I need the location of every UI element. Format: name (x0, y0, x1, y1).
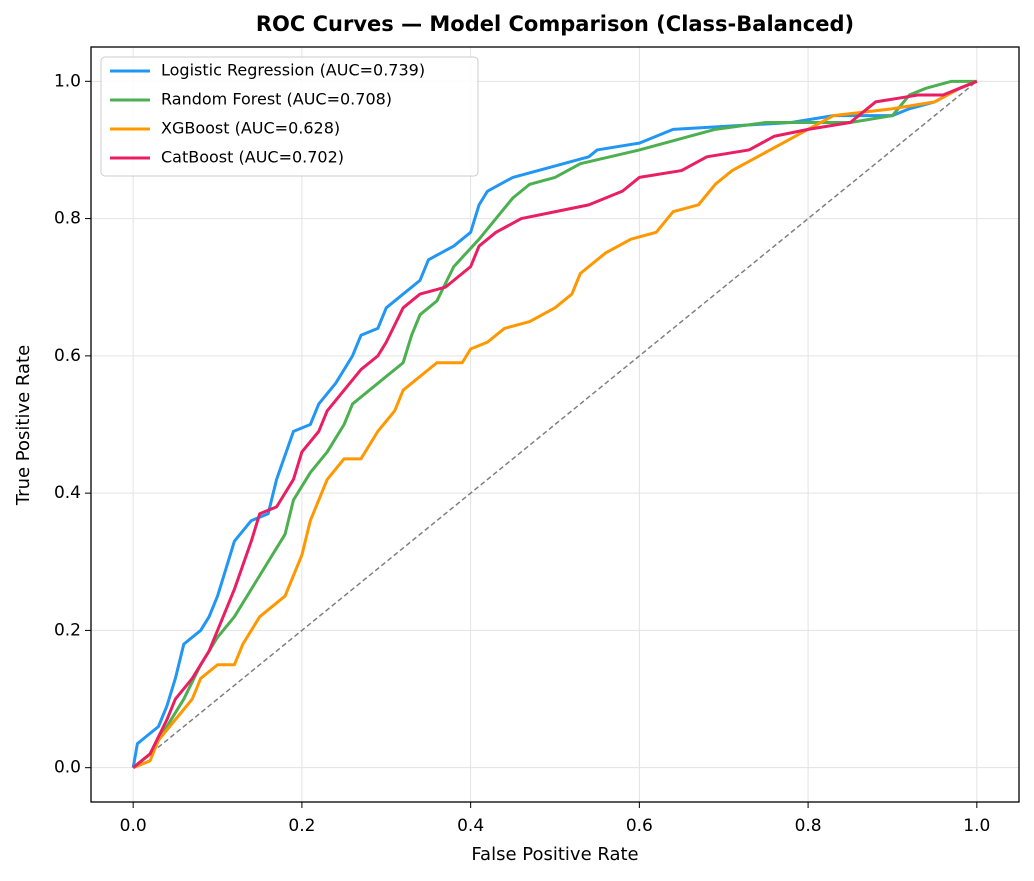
x-tick-label: 0.2 (288, 816, 315, 836)
y-tick-label: 0.0 (54, 758, 81, 778)
y-axis-label: True Positive Rate (13, 345, 34, 506)
roc-curve (132, 79, 978, 769)
roc-curve (132, 79, 977, 769)
legend-label: Random Forest (AUC=0.708) (161, 90, 392, 109)
y-tick-label: 0.2 (54, 620, 81, 640)
reference-line (132, 80, 978, 769)
legend-box (100, 56, 479, 177)
y-tick-label: 1.0 (54, 71, 81, 91)
y-tick-label: 0.6 (54, 346, 81, 366)
legend-label: Logistic Regression (AUC=0.739) (161, 61, 425, 80)
y-tick-label: 0.8 (54, 209, 81, 229)
x-tick-label: 0.4 (457, 816, 484, 836)
roc-curve (132, 79, 978, 770)
legend-label: XGBoost (AUC=0.628) (161, 119, 340, 138)
y-tick-label: 0.4 (54, 483, 81, 503)
roc-curve (131, 79, 978, 768)
x-tick-label: 0.0 (120, 816, 147, 836)
x-tick-label: 1.0 (963, 816, 990, 836)
plot-frame (90, 46, 1020, 803)
legend-label: CatBoost (AUC=0.702) (161, 148, 344, 167)
chart-title: ROC Curves — Model Comparison (Class-Bal… (256, 12, 854, 36)
x-tick-label: 0.8 (795, 816, 822, 836)
x-axis-label: False Positive Rate (471, 844, 638, 865)
x-tick-label: 0.6 (626, 816, 653, 836)
